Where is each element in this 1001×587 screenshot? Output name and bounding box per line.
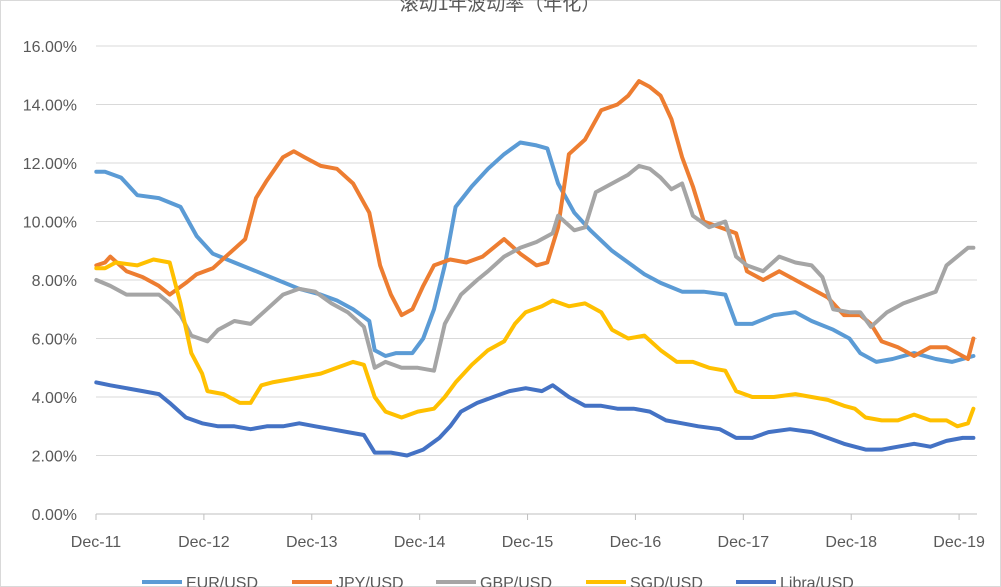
y-tick-label: 8.00% [32,273,77,290]
legend: EUR/USD JPY/USD GBP/USD SGD/USD Libra/USD [142,575,854,587]
x-tick-label: Dec-17 [718,534,770,551]
x-tick-label: Dec-12 [178,534,230,551]
y-tick-label: 6.00% [32,332,77,349]
x-tick-label: Dec-16 [610,534,662,551]
y-tick-label: 4.00% [32,390,77,407]
series-line-sgd-usd [94,257,976,429]
gridlines [96,45,977,456]
y-tick-label: 12.00% [23,156,77,173]
series-line-jpy-usd [94,79,976,361]
legend-label: JPY/USD [336,575,404,587]
y-tick-label: 16.00% [23,39,77,56]
y-tick-label: 10.00% [23,215,77,232]
series-line-eur-usd [94,140,976,364]
series-line-libra-usd [94,380,976,458]
legend-label: Libra/USD [780,575,854,587]
legend-label: SGD/USD [630,575,703,587]
x-tick-label: Dec-19 [933,534,985,551]
x-tick-label: Dec-13 [286,534,338,551]
x-tick-label: Dec-11 [71,534,121,551]
y-tick-label: 2.00% [32,449,77,466]
series-line-gbp-usd [94,163,976,373]
x-tick-label: Dec-15 [502,534,554,551]
legend-label: EUR/USD [186,575,258,587]
y-axis-tick-labels: 0.00% 2.00% 4.00% 6.00% 8.00% 10.00% 12.00% 14.… [23,39,77,524]
x-tick-label: Dec-18 [825,534,877,551]
chart-title: 滚动1年波动率（年化） [400,0,601,15]
x-axis: Dec-11 Dec-12 Dec-13 Dec-14 Dec-15 Dec-16 Dec-… [71,513,985,551]
legend-label: GBP/USD [480,575,552,587]
series-lines [94,79,976,458]
y-tick-label: 14.00% [23,98,77,115]
y-tick-label: 0.00% [32,507,77,524]
x-tick-label: Dec-14 [394,534,446,551]
